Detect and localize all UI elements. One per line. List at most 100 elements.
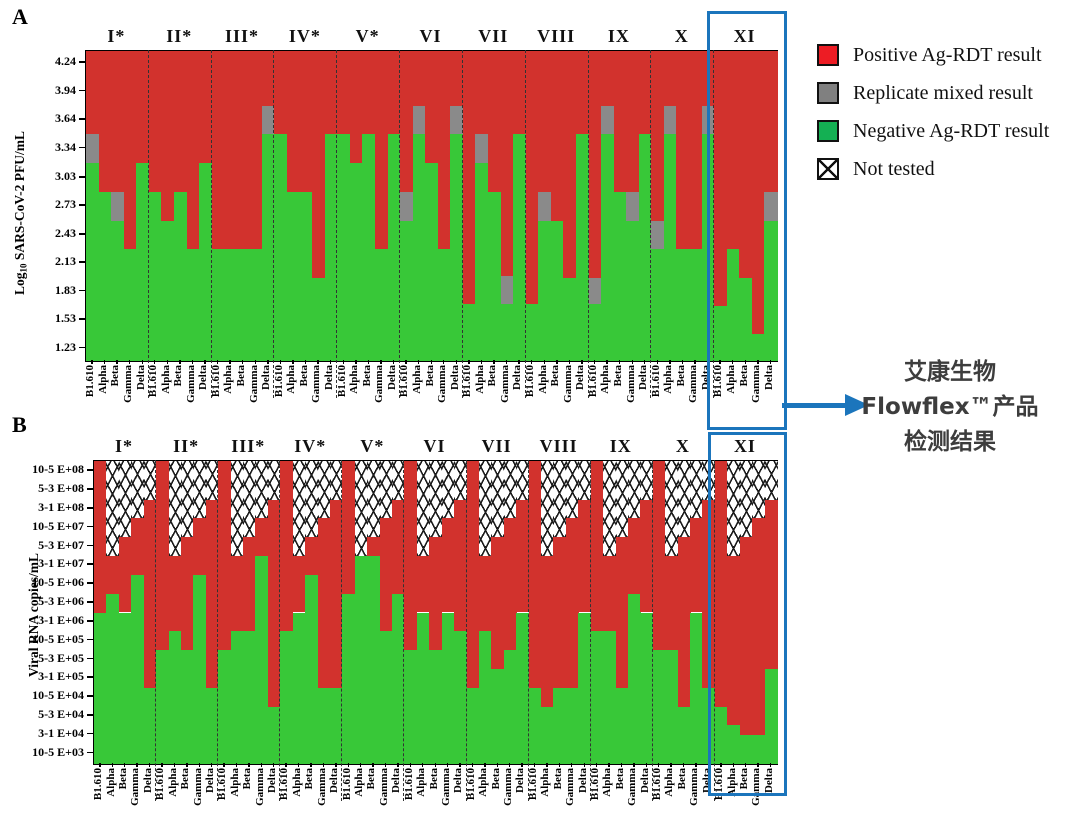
bar-segment-not-tested-III*-Delta: [267, 461, 281, 500]
bar-segment-mixed-VII-Alpha: [475, 134, 489, 163]
bar-segment-negative-IV*-Gamma: [312, 277, 326, 361]
bar-segment-negative-VII-B1.610: [462, 304, 477, 361]
x-tick-mark: [267, 360, 269, 364]
y-tick-label: 3-1 E+06: [38, 612, 84, 627]
x-tick-mark: [116, 360, 118, 364]
x-tick-mark: [695, 763, 697, 767]
bar-segment-positive-III*-Gamma: [255, 518, 269, 557]
x-label-VI-Gamma: Gamma: [436, 365, 449, 403]
y-tick-label: 3.94: [55, 82, 76, 97]
x-tick-mark: [99, 763, 101, 767]
y-tick-mark: [87, 657, 93, 660]
y-tick-label: 1.83: [55, 282, 76, 297]
bar-segment-positive-II*-Alpha: [161, 51, 175, 221]
group-separator: [713, 460, 715, 801]
bar-segment-positive-I*-Gamma: [131, 518, 145, 575]
bar-segment-negative-VII-Gamma: [500, 304, 514, 361]
x-label-VI-Gamma: Gamma: [439, 768, 452, 806]
bar-segment-negative-VII-Delta: [516, 612, 530, 764]
bar-segment-negative-X-Gamma: [690, 612, 704, 764]
y-tick-mark: [87, 676, 93, 678]
bar-segment-positive-IX-Delta: [640, 499, 654, 613]
bar-segment-not-tested-II*-Alpha: [168, 461, 182, 557]
bar-segment-negative-VIII-Gamma: [563, 277, 577, 361]
x-tick-mark: [417, 360, 420, 364]
bar-segment-negative-II*-Beta: [180, 650, 194, 764]
x-tick-mark: [732, 360, 734, 364]
bar-segment-positive-III*-Delta: [261, 51, 276, 106]
x-tick-mark: [694, 360, 696, 364]
group-label-XI: XI: [733, 26, 756, 46]
x-tick-mark: [568, 360, 571, 364]
bar-segment-positive-X-Beta: [676, 51, 690, 250]
group-separator: [399, 50, 401, 398]
bar-segment-negative-IX-Gamma: [627, 593, 641, 764]
x-label-VIII-B1.610: B1.610: [524, 365, 536, 398]
x-label-V*-Delta: Delta: [390, 768, 403, 794]
y-tick-label: 3.64: [55, 111, 76, 126]
bar-segment-negative-XI-Beta: [739, 277, 753, 361]
x-label-VII-Beta: Beta: [486, 365, 499, 387]
bar-segment-negative-VIII-Alpha: [541, 706, 555, 764]
bar-segment-positive-IX-Delta: [638, 51, 652, 135]
x-tick-mark: [583, 763, 585, 767]
group-separator: [147, 50, 149, 398]
bar-segment-negative-X-B1.610: [652, 650, 666, 764]
group-separator: [403, 460, 405, 801]
bar-segment-positive-VII-Delta: [513, 51, 527, 135]
bar-segment-negative-IX-Delta: [638, 134, 652, 361]
bar-segment-not-tested-X-Alpha: [665, 461, 679, 557]
bar-segment-negative-V*-Gamma: [379, 631, 393, 764]
bar-segment-not-tested-VIII-Beta: [553, 461, 567, 538]
y-tick-label: 1.23: [55, 339, 76, 354]
bar-segment-negative-III*-Delta: [261, 134, 276, 361]
x-tick-mark: [161, 763, 163, 767]
x-tick-mark: [124, 763, 126, 767]
group-label-I: I*: [115, 436, 134, 456]
x-tick-mark: [443, 360, 445, 364]
bar-segment-positive-X-Beta: [677, 537, 691, 707]
x-tick-mark: [392, 360, 395, 364]
x-label-IV*-Alpha: Alpha: [290, 768, 303, 797]
bar-segment-negative-III*-B1.610: [211, 249, 225, 361]
negative-swatch-icon: [817, 120, 839, 142]
group-separator: [273, 50, 275, 398]
x-tick-mark: [593, 360, 596, 364]
x-label-VI-Alpha: Alpha: [410, 365, 423, 394]
bar-segment-positive-VII-Delta: [516, 499, 530, 613]
y-tick-label: 10-5 E+05: [32, 631, 84, 646]
bar-segment-positive-XI-Alpha: [726, 51, 740, 250]
bar-segment-positive-VII-Alpha: [475, 51, 489, 135]
x-label-III*-Gamma: Gamma: [247, 365, 260, 403]
group-separator: [279, 460, 281, 801]
bar-segment-negative-V*-B1.610: [337, 134, 351, 361]
x-label-X-Beta: Beta: [675, 768, 688, 790]
bar-segment-positive-VI-Gamma: [437, 51, 451, 250]
x-tick-mark: [186, 763, 188, 767]
bar-segment-negative-VII-Beta: [488, 192, 502, 361]
bar-segment-positive-IV*-Alpha: [287, 51, 301, 193]
bar-segment-negative-VIII-Delta: [575, 134, 590, 361]
bar-segment-positive-V*-Delta: [387, 51, 401, 135]
bar-segment-negative-I*-B1.610: [86, 162, 100, 361]
y-tick-label: 3.03: [55, 169, 76, 184]
x-label-VII-Alpha: Alpha: [477, 768, 490, 797]
y-tick-label: 5-3 E+06: [38, 594, 84, 609]
bar-segment-negative-III*-Delta: [267, 706, 281, 764]
bar-segment-negative-VII-Alpha: [475, 162, 489, 361]
bar-segment-negative-I*-Delta: [143, 687, 157, 764]
bar-segment-positive-V*-Delta: [392, 499, 406, 594]
x-tick-mark: [297, 763, 300, 767]
positive-swatch-icon: [817, 44, 839, 66]
bar-segment-positive-XI-Delta: [764, 499, 778, 669]
x-label-I*-Alpha: Alpha: [96, 365, 109, 394]
group-label-VI: VI: [419, 26, 442, 46]
bar-segment-negative-V*-Alpha: [349, 162, 363, 361]
x-tick-mark: [669, 360, 671, 364]
x-tick-mark: [372, 763, 374, 767]
bar-segment-positive-I*-Delta: [143, 499, 157, 688]
x-tick-mark: [430, 360, 432, 364]
bar-segment-positive-VII-Gamma: [503, 518, 517, 651]
bar-segment-not-tested-XI-Alpha: [727, 461, 741, 557]
x-tick-mark: [484, 763, 486, 767]
